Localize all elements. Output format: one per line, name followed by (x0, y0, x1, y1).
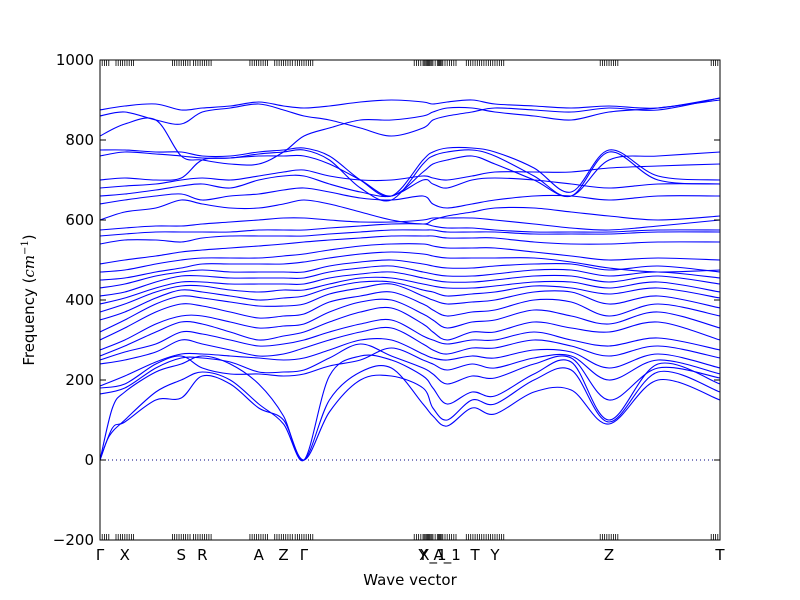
y-tick-label: −200 (53, 531, 94, 549)
band-line (99, 291, 721, 341)
band-line (99, 326, 721, 365)
x-tick-label: Γ (300, 546, 309, 564)
band-line (99, 235, 721, 265)
band-line (99, 146, 721, 198)
band-line (99, 217, 721, 231)
x-tick-label: X_1 (419, 546, 446, 565)
y-axis-label: Frequency (cm−1) (20, 234, 38, 365)
band-line (99, 199, 721, 225)
x-tick-label: R (197, 546, 207, 564)
band-line (99, 306, 721, 357)
band-line (99, 174, 721, 198)
y-axis-label-text: Frequency ( (20, 278, 38, 366)
band-line (99, 271, 721, 305)
y-axis-ticks: −200 0 200 400 600 800 1000 (53, 51, 720, 549)
band-line (99, 276, 721, 313)
band-line (99, 364, 721, 461)
band-line (99, 259, 721, 289)
band-line (99, 97, 721, 137)
band-line (99, 223, 721, 237)
x-tick-label: T (470, 546, 481, 564)
band-line (99, 280, 721, 321)
x-tick-label: A (254, 546, 265, 564)
y-axis-label-unit: cm (20, 255, 38, 278)
y-tick-label: 800 (65, 131, 94, 149)
band-line (99, 149, 721, 202)
y-tick-label: 1000 (56, 51, 94, 69)
y-tick-label: 400 (65, 291, 94, 309)
band-line (99, 354, 721, 462)
y-axis-label-close: ) (20, 234, 38, 240)
x-tick-label: Y (417, 546, 428, 564)
y-tick-label: 0 (84, 451, 94, 469)
x-tick-label: X (120, 546, 130, 564)
y-axis-label-exponent: −1 (20, 240, 31, 255)
x-tick-label: T (714, 546, 725, 564)
band-line (99, 283, 721, 333)
x-tick-label: Z (604, 546, 614, 564)
x-tick-label: S (176, 546, 186, 564)
band-line (99, 243, 721, 273)
phonon-bands (99, 97, 721, 462)
band-line (99, 229, 721, 245)
x-tick-label: A_1 (434, 546, 461, 565)
band-line (99, 347, 721, 389)
band-line (99, 99, 721, 166)
x-axis-ticks: Γ X S R A Z Γ YX_1A_1 T Y Z T (96, 546, 726, 565)
high-symmetry-minor-ticks (99, 60, 721, 540)
band-line (99, 187, 721, 209)
x-axis-label: Wave vector (363, 571, 457, 589)
band-line (99, 265, 721, 297)
band-line (99, 97, 721, 111)
y-tick-label: 600 (65, 211, 94, 229)
band-line (99, 163, 721, 189)
x-tick-label: Z (278, 546, 288, 564)
band-line (99, 343, 721, 401)
x-tick-label: Y (489, 546, 500, 564)
band-line (99, 151, 721, 198)
band-line (99, 251, 721, 281)
y-tick-label: 200 (65, 371, 94, 389)
band-line (99, 298, 721, 351)
band-line (99, 318, 721, 361)
x-tick-label: Γ (96, 546, 105, 564)
band-line (99, 337, 721, 387)
band-line (99, 367, 721, 461)
